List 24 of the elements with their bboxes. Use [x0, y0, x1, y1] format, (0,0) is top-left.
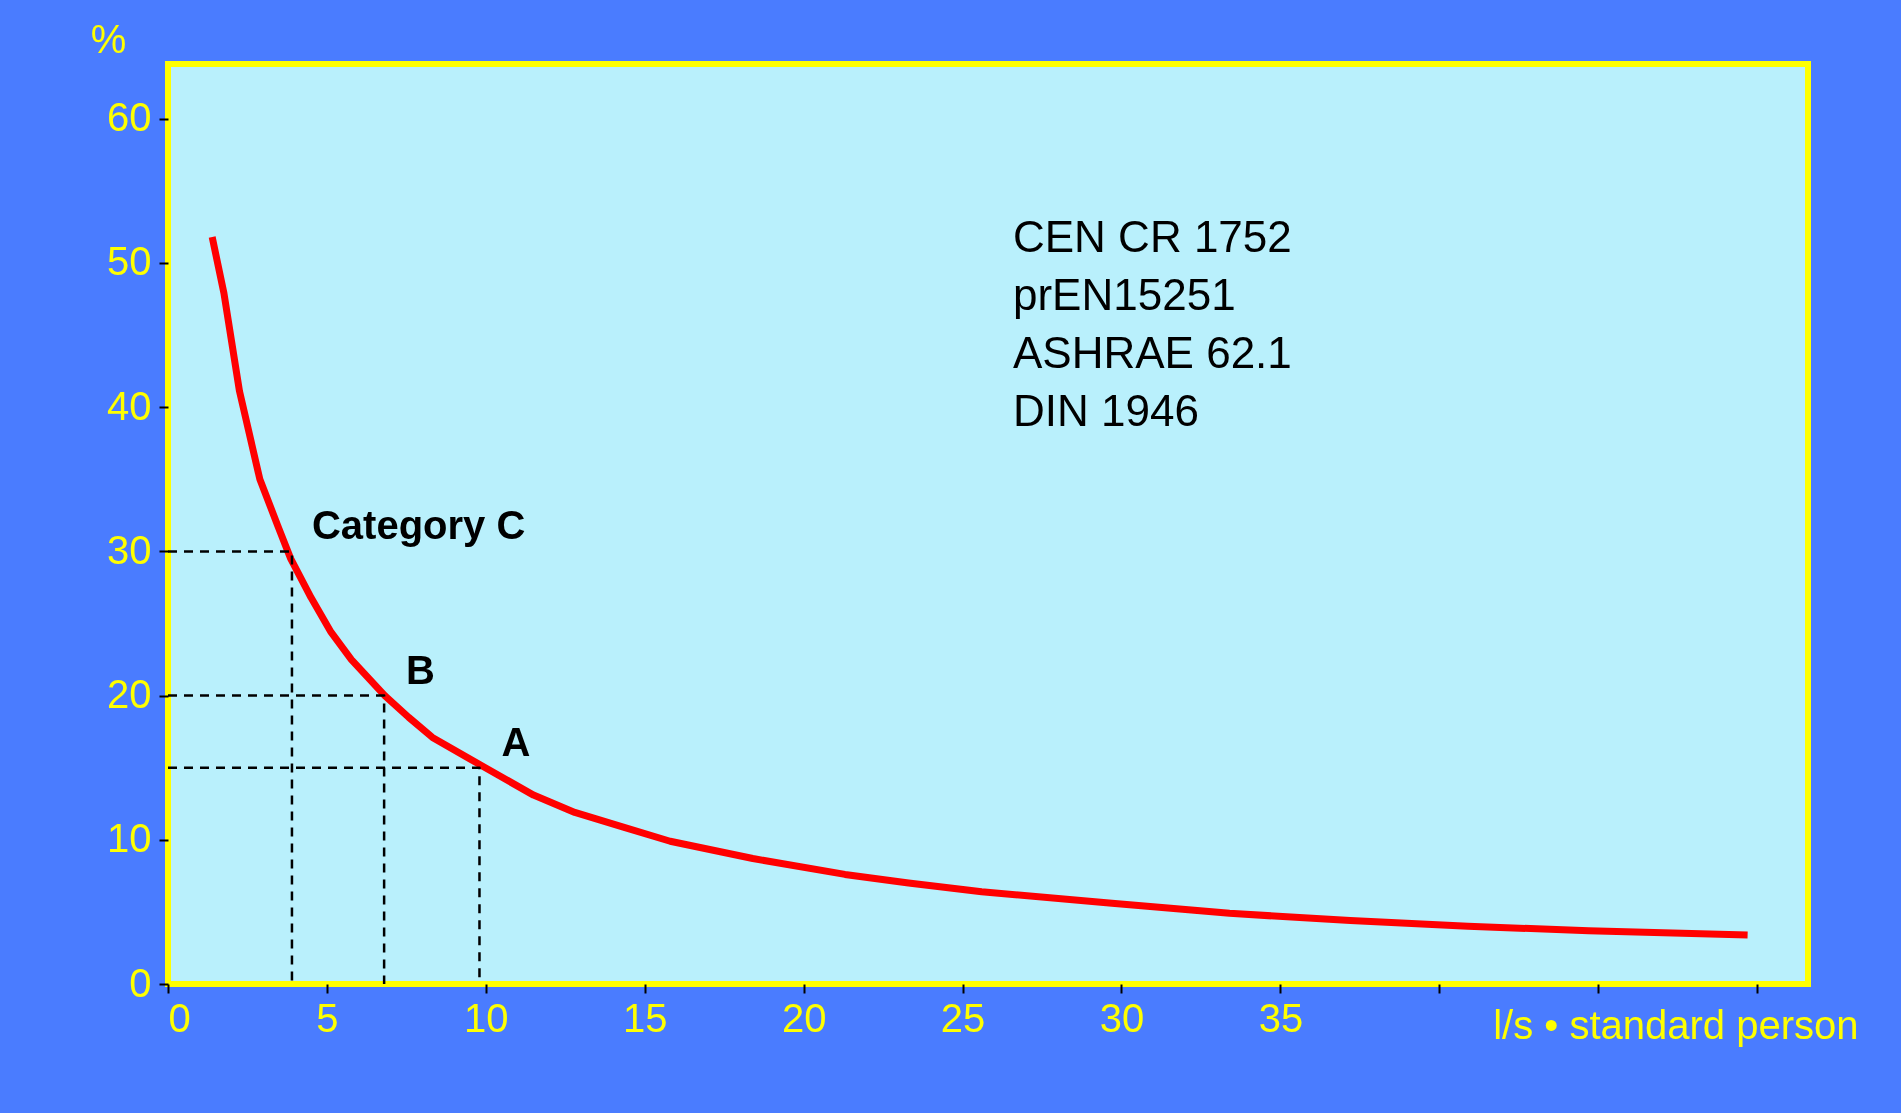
- y-tick-label: 20: [107, 672, 152, 717]
- y-tick-label: 40: [107, 383, 152, 428]
- x-tick-label: 30: [1099, 995, 1145, 1040]
- y-tick-label: 30: [107, 527, 152, 572]
- annotation: Category C: [311, 503, 526, 548]
- annotation: ASHRAE 62.1: [1013, 328, 1292, 377]
- x-tick-label: 25: [940, 995, 986, 1040]
- x-axis-title: l/s • standard person: [1493, 1002, 1859, 1047]
- y-tick-label: 10: [107, 816, 152, 861]
- x-tick-label: 10: [464, 995, 509, 1040]
- annotation: CEN CR 1752: [1013, 212, 1292, 261]
- annotation: B: [406, 647, 436, 692]
- annotation: DIN 1946: [1013, 386, 1199, 435]
- y-tick-label: 50: [107, 239, 152, 284]
- x-tick-label: 5: [316, 995, 339, 1040]
- y-tick-label: 0: [129, 960, 152, 1005]
- annotation: A: [501, 719, 531, 764]
- y-tick-label: 60: [107, 95, 152, 140]
- x-tick-label: 35: [1258, 995, 1304, 1040]
- annotation: prEN15251: [1013, 270, 1236, 319]
- x-tick-label: 20: [781, 995, 827, 1040]
- x-tick-label: 0: [168, 995, 191, 1040]
- x-tick-label: 15: [622, 995, 668, 1040]
- y-axis-title: %: [90, 16, 127, 61]
